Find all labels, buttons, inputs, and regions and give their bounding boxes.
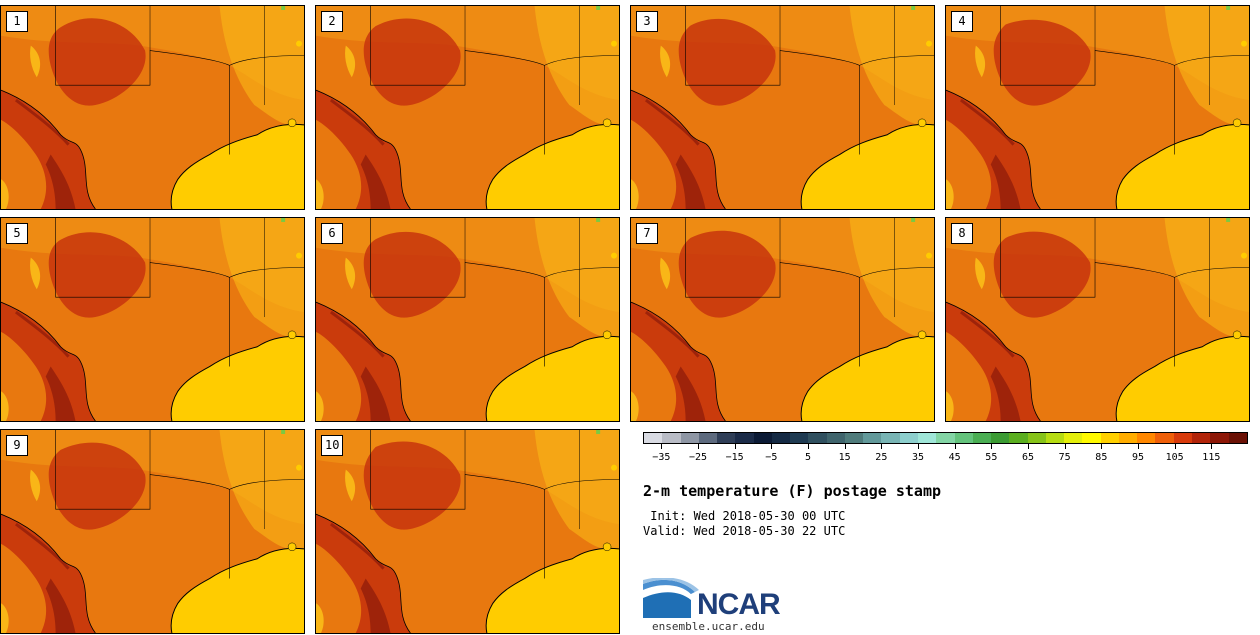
colorbar-tick bbox=[1174, 444, 1176, 449]
stamp-member-label: 10 bbox=[321, 435, 344, 456]
page-title: 2-m temperature (F) postage stamp bbox=[643, 482, 942, 500]
colorbar-tick bbox=[808, 444, 809, 449]
colorbar-tick-label: −5 bbox=[765, 452, 778, 463]
colorbar-cell bbox=[936, 433, 955, 443]
colorbar-cell bbox=[698, 433, 718, 443]
colorbar-cell bbox=[1191, 433, 1211, 443]
postage-stamp-map: 7 bbox=[630, 217, 935, 422]
colorbar-tick bbox=[1064, 444, 1066, 449]
colorbar-cell bbox=[1064, 433, 1083, 443]
colorbar-tick bbox=[1211, 444, 1213, 449]
postage-stamp-map: 3 bbox=[630, 5, 935, 210]
colorbar-cell bbox=[1210, 433, 1229, 443]
colorbar-cell bbox=[1009, 433, 1028, 443]
postage-stamp-map: 9 bbox=[0, 429, 305, 634]
colorbar-tick bbox=[918, 444, 919, 449]
postage-stamp-map: 1 bbox=[0, 5, 305, 210]
colorbar-cell bbox=[954, 433, 973, 443]
colorbar-cell bbox=[972, 433, 992, 443]
colorbar-cell bbox=[1173, 433, 1192, 443]
colorbar-cell bbox=[1045, 433, 1065, 443]
colorbar-tick-label: 115 bbox=[1202, 452, 1221, 463]
stamp-member-label: 1 bbox=[6, 11, 28, 32]
colorbar-cell bbox=[735, 433, 754, 443]
colorbar-tick bbox=[954, 444, 956, 449]
colorbar bbox=[643, 432, 1248, 444]
site-url: ensemble.ucar.edu bbox=[652, 620, 765, 633]
colorbar-tick bbox=[1101, 444, 1103, 449]
colorbar-tick bbox=[1028, 444, 1029, 449]
ncar-logo-icon bbox=[643, 578, 699, 618]
colorbar-cell bbox=[1082, 433, 1101, 443]
colorbar-tick bbox=[698, 444, 699, 449]
colorbar-cell bbox=[1118, 433, 1138, 443]
colorbar-tick-label: 65 bbox=[1021, 452, 1035, 463]
colorbar-tick bbox=[991, 444, 993, 449]
colorbar-tick-label: 25 bbox=[875, 452, 888, 463]
valid-time: Valid: Wed 2018-05-30 22 UTC bbox=[643, 524, 846, 538]
colorbar-cell bbox=[881, 433, 900, 443]
colorbar-tick bbox=[661, 444, 663, 449]
stamp-member-label: 4 bbox=[951, 11, 973, 32]
colorbar-tick-label: 45 bbox=[948, 452, 961, 463]
postage-stamp-map: 6 bbox=[315, 217, 620, 422]
colorbar-cell bbox=[771, 433, 791, 443]
colorbar-cell bbox=[808, 433, 827, 443]
stamp-member-label: 8 bbox=[951, 223, 973, 244]
colorbar-tick bbox=[1138, 444, 1139, 449]
ncar-wordmark: NCAR bbox=[697, 588, 781, 621]
colorbar-cell bbox=[662, 433, 681, 443]
colorbar-cell bbox=[1100, 433, 1119, 443]
colorbar-tick-label: 75 bbox=[1058, 452, 1071, 463]
colorbar-ticks: −35 −25 −15 −5 5 15 25 35 45 55 65 75 85 95 105 115 bbox=[643, 444, 1248, 464]
colorbar-tick bbox=[881, 444, 883, 449]
postage-stamp-map: 5 bbox=[0, 217, 305, 422]
colorbar-tick-label: 95 bbox=[1131, 452, 1145, 463]
colorbar-cell bbox=[826, 433, 845, 443]
colorbar-tick-label: 15 bbox=[838, 452, 851, 463]
stamp-member-label: 9 bbox=[6, 435, 28, 456]
postage-stamp-map: 2 bbox=[315, 5, 620, 210]
colorbar-cell bbox=[917, 433, 937, 443]
colorbar-tick-label: 35 bbox=[911, 452, 925, 463]
colorbar-cell bbox=[1228, 433, 1247, 443]
colorbar-tick-label: 105 bbox=[1165, 452, 1184, 463]
colorbar-tick-label: 5 bbox=[804, 452, 812, 463]
colorbar-cell bbox=[680, 433, 699, 443]
colorbar-cell bbox=[991, 433, 1010, 443]
stamp-member-label: 5 bbox=[6, 223, 28, 244]
colorbar-cell bbox=[753, 433, 772, 443]
colorbar-cell bbox=[899, 433, 918, 443]
colorbar-tick bbox=[771, 444, 773, 449]
postage-stamp-map: 10 bbox=[315, 429, 620, 634]
colorbar-cell bbox=[844, 433, 864, 443]
colorbar-cell bbox=[1027, 433, 1046, 443]
colorbar-tick bbox=[844, 444, 846, 449]
colorbar-tick-label: −35 bbox=[652, 452, 671, 463]
colorbar-tick-label: −25 bbox=[688, 452, 708, 463]
stamp-member-label: 2 bbox=[321, 11, 343, 32]
stamp-member-label: 7 bbox=[636, 223, 658, 244]
colorbar-cell bbox=[644, 433, 663, 443]
colorbar-tick-label: 85 bbox=[1095, 452, 1108, 463]
colorbar-cell bbox=[790, 433, 809, 443]
init-time: Init: Wed 2018-05-30 00 UTC bbox=[643, 509, 846, 523]
colorbar-cell bbox=[1137, 433, 1156, 443]
postage-stamp-map: 8 bbox=[945, 217, 1250, 422]
stamp-member-label: 6 bbox=[321, 223, 343, 244]
colorbar-cell bbox=[1155, 433, 1174, 443]
colorbar-cell bbox=[717, 433, 736, 443]
stamp-member-label: 3 bbox=[636, 11, 658, 32]
colorbar-tick-label: 55 bbox=[985, 452, 998, 463]
colorbar-tick bbox=[734, 444, 736, 449]
colorbar-cell bbox=[863, 433, 882, 443]
postage-stamp-map: 4 bbox=[945, 5, 1250, 210]
colorbar-tick-label: −15 bbox=[725, 452, 744, 463]
